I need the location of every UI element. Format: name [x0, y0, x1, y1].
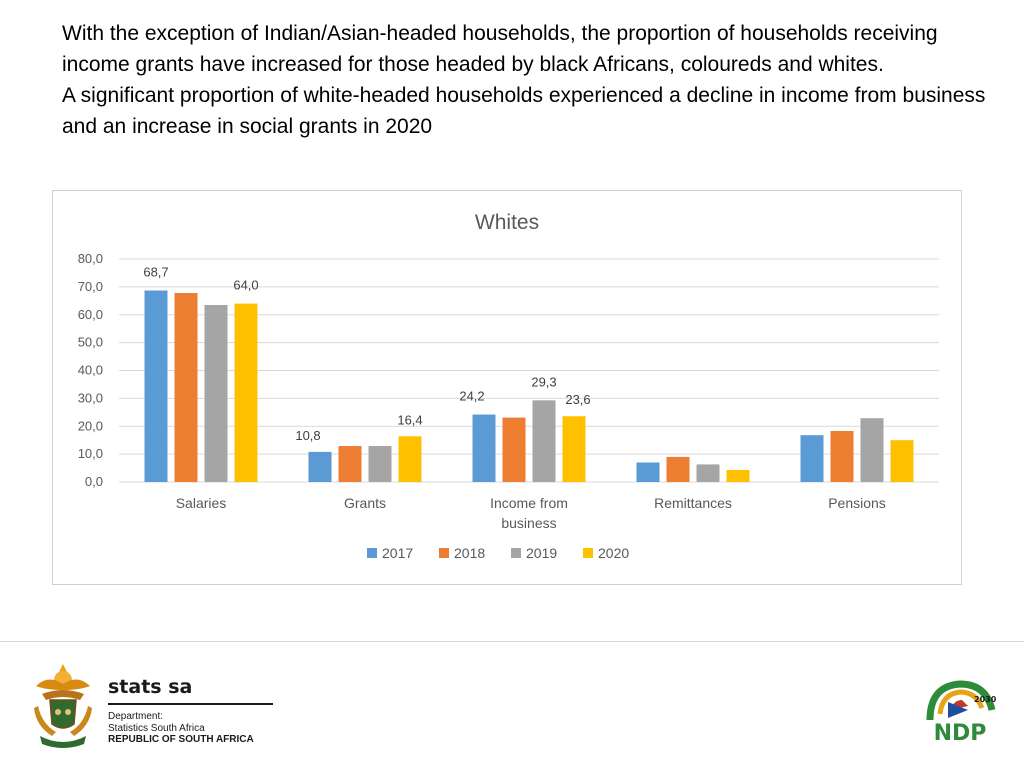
stats-sa-wordmark: stats sa: [108, 676, 273, 705]
data-label: 64,0: [233, 278, 258, 293]
data-label: 23,6: [565, 392, 590, 407]
ndp-2030-logo: 2030 NDP: [926, 680, 996, 744]
ndp-wordmark: NDP: [934, 721, 987, 744]
data-label: 10,8: [295, 428, 320, 443]
category-label: Remittances: [654, 495, 732, 511]
category-label: Pensions: [828, 495, 886, 511]
category-label: business: [501, 515, 556, 531]
footer-divider: [0, 641, 1024, 642]
category-label: Income from: [490, 495, 568, 511]
bar-2019-pensions: [860, 418, 884, 482]
data-label: 16,4: [397, 412, 422, 427]
bar-2019-salaries: [204, 304, 228, 482]
bar-2017-salaries: [144, 290, 168, 482]
category-label: Grants: [344, 495, 386, 511]
bar-2020-grants: [398, 436, 422, 482]
bar-2019-income-from-business: [532, 400, 556, 482]
data-label: 24,2: [459, 389, 484, 404]
bar-2018-salaries: [174, 293, 198, 482]
bar-2020-income-from-business: [562, 416, 586, 482]
bar-2019-grants: [368, 446, 392, 482]
y-tick-label: 60,0: [78, 307, 103, 322]
legend: 2017 2018 2019 2020: [367, 545, 629, 561]
bar-2018-income-from-business: [502, 417, 526, 482]
bar-2017-remittances: [636, 462, 660, 482]
slide-heading: With the exception of Indian/Asian-heade…: [62, 18, 992, 142]
y-tick-label: 70,0: [78, 279, 103, 294]
heading-paragraph-2: A significant proportion of white-headed…: [62, 84, 986, 138]
legend-swatch: [583, 548, 593, 558]
y-tick-label: 20,0: [78, 418, 103, 433]
legend-label: 2019: [526, 545, 557, 561]
bar-chart: Whites 0,0 10,0 20,0 30,0 40,0 50,0 60,0 70,0 80…: [78, 211, 939, 561]
ndp-year: 2030: [974, 695, 996, 704]
x-axis: Salaries Grants Income from business Remitta…: [176, 495, 886, 531]
legend-swatch: [367, 548, 377, 558]
bar-2018-remittances: [666, 456, 690, 482]
bar-2020-pensions: [890, 440, 914, 482]
bar-2017-grants: [308, 451, 332, 482]
republic-name: REPUBLIC OF SOUTH AFRICA: [108, 734, 254, 745]
y-tick-label: 30,0: [78, 390, 103, 405]
dept-name: Statistics South Africa: [108, 722, 205, 734]
chart-container: Whites 0,0 10,0 20,0 30,0 40,0 50,0 60,0 70,0 80…: [52, 190, 962, 585]
y-tick-label: 40,0: [78, 363, 103, 378]
legend-swatch: [439, 548, 449, 558]
bar-2018-grants: [338, 446, 362, 482]
y-tick-label: 10,0: [78, 446, 103, 461]
stats-sa-logo: stats sa Department: Statistics South Af…: [108, 676, 273, 746]
coat-of-arms-icon: [34, 664, 92, 748]
data-label: 29,3: [531, 374, 556, 389]
bar-2017-pensions: [800, 435, 824, 482]
legend-swatch: [511, 548, 521, 558]
chart-title: Whites: [475, 211, 539, 234]
bar-2017-income-from-business: [472, 414, 496, 482]
bars: [144, 290, 914, 482]
category-label: Salaries: [176, 495, 227, 511]
bar-2019-remittances: [696, 464, 720, 482]
data-label: 68,7: [143, 264, 168, 279]
bar-2020-remittances: [726, 470, 750, 482]
y-tick-label: 0,0: [85, 474, 103, 489]
legend-label: 2017: [382, 545, 413, 561]
heading-paragraph-1: With the exception of Indian/Asian-heade…: [62, 22, 938, 76]
y-tick-label: 50,0: [78, 335, 103, 350]
bar-2018-pensions: [830, 430, 854, 482]
data-labels: 68,7 64,0 10,8 16,4 24,2 29,3 23,6: [143, 264, 590, 442]
y-axis: 0,0 10,0 20,0 30,0 40,0 50,0 60,0 70,0 80,0: [78, 251, 103, 489]
y-tick-label: 80,0: [78, 251, 103, 266]
legend-label: 2018: [454, 545, 485, 561]
legend-label: 2020: [598, 545, 629, 561]
bar-2020-salaries: [234, 303, 258, 482]
dept-label: Department:: [108, 711, 164, 722]
